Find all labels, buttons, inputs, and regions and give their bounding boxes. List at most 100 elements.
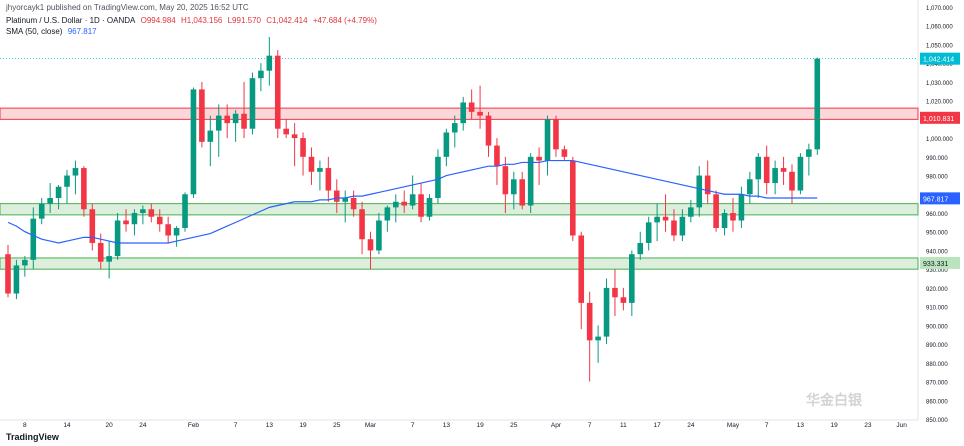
candle	[22, 256, 28, 277]
candle	[148, 203, 155, 223]
candle	[544, 115, 551, 176]
y-tick-label: 920.000	[926, 287, 948, 293]
x-tick-label: Jun	[896, 422, 907, 429]
candle	[696, 166, 703, 217]
y-tick-label: 1,070.000	[926, 6, 953, 12]
x-tick-label: 17	[653, 422, 661, 429]
candle	[131, 209, 138, 236]
x-tick-label: May	[727, 422, 740, 429]
candle	[435, 149, 441, 204]
x-tick-label: 25	[333, 422, 341, 429]
x-tick-label: Feb	[188, 422, 200, 429]
candle	[561, 145, 568, 161]
candle	[283, 119, 289, 139]
candle	[645, 216, 652, 251]
x-tick-label: 20	[106, 422, 114, 429]
y-tick-label: 1,060.000	[926, 25, 953, 31]
candle	[123, 209, 129, 232]
candle	[156, 209, 163, 232]
y-tick-label: 870.000	[926, 381, 948, 387]
candle	[536, 147, 542, 185]
x-tick-label: 13	[266, 422, 274, 429]
candle	[637, 231, 644, 260]
sma-label: SMA (50, close)	[6, 27, 63, 36]
x-tick-label: 24	[687, 422, 695, 429]
candle	[586, 291, 593, 382]
price-label: 967.817	[923, 196, 948, 203]
candle	[409, 175, 416, 210]
zone-red-0	[0, 107, 919, 120]
candle	[494, 138, 500, 185]
x-tick-label: 7	[765, 422, 769, 429]
candle	[72, 160, 79, 195]
x-tick-label: Apr	[551, 422, 562, 429]
y-tick-label: 950.000	[926, 231, 948, 237]
candle	[333, 179, 340, 213]
candle	[140, 205, 146, 225]
price-label-bg	[920, 52, 960, 65]
candle	[519, 171, 526, 210]
candle	[89, 203, 96, 251]
x-tick-label: 13	[797, 422, 805, 429]
candle	[64, 169, 70, 204]
candle	[730, 198, 736, 232]
candle	[308, 147, 315, 185]
candle	[612, 269, 618, 316]
candle	[317, 160, 323, 191]
candle	[485, 111, 492, 157]
candle	[418, 183, 424, 223]
price-change: +47.684 (+4.79%)	[312, 16, 377, 25]
candle	[5, 244, 11, 298]
candle	[350, 190, 357, 217]
y-tick-label: 850.000	[926, 418, 948, 424]
candle	[376, 213, 382, 255]
y-tick-label: 900.000	[926, 324, 948, 330]
candle	[392, 194, 399, 223]
symbol-name: Platinum / U.S. Dollar · 1D · OANDA	[6, 16, 136, 25]
x-tick-label: 23	[864, 422, 872, 429]
candle	[780, 156, 787, 185]
candle	[426, 194, 433, 221]
candle	[797, 153, 804, 195]
y-tick-label: 880.000	[926, 362, 948, 368]
candle	[688, 199, 694, 223]
sma-value: 967.817	[67, 27, 97, 36]
candle	[603, 278, 610, 345]
candle	[173, 226, 180, 247]
candle	[814, 57, 821, 155]
y-tick-label: 1,030.000	[926, 81, 953, 87]
candle	[629, 250, 635, 316]
candle	[30, 207, 37, 270]
candle	[789, 164, 795, 204]
candle	[721, 209, 728, 236]
candle	[384, 205, 391, 232]
x-tick-label: 8	[23, 422, 27, 429]
candle	[367, 231, 374, 270]
price-label: 1,010.831	[923, 116, 954, 123]
candle	[190, 87, 197, 199]
x-tick-label: 19	[476, 422, 484, 429]
candle	[553, 115, 559, 157]
y-tick-label: 980.000	[926, 175, 948, 181]
x-tick-label: 7	[588, 422, 592, 429]
candle	[13, 259, 20, 300]
zone-green-1	[0, 203, 919, 216]
candle	[679, 209, 686, 242]
y-tick-label: 1,040.000	[926, 62, 953, 68]
y-tick-label: 1,000.000	[926, 137, 953, 143]
x-tick-label: 24	[139, 422, 147, 429]
y-tick-label: 1,020.000	[926, 100, 953, 106]
candle	[199, 81, 205, 148]
indicator-legend[interactable]: SMA (50, close) 967.817	[6, 27, 100, 36]
candle	[738, 186, 745, 228]
y-tick-label: 940.000	[926, 249, 948, 255]
x-tick-label: 13	[443, 422, 451, 429]
candle	[300, 132, 306, 176]
candle	[274, 50, 281, 139]
candle	[81, 166, 87, 217]
candle	[755, 153, 762, 199]
candle	[182, 192, 188, 232]
candle	[772, 160, 778, 195]
candle	[704, 160, 711, 204]
